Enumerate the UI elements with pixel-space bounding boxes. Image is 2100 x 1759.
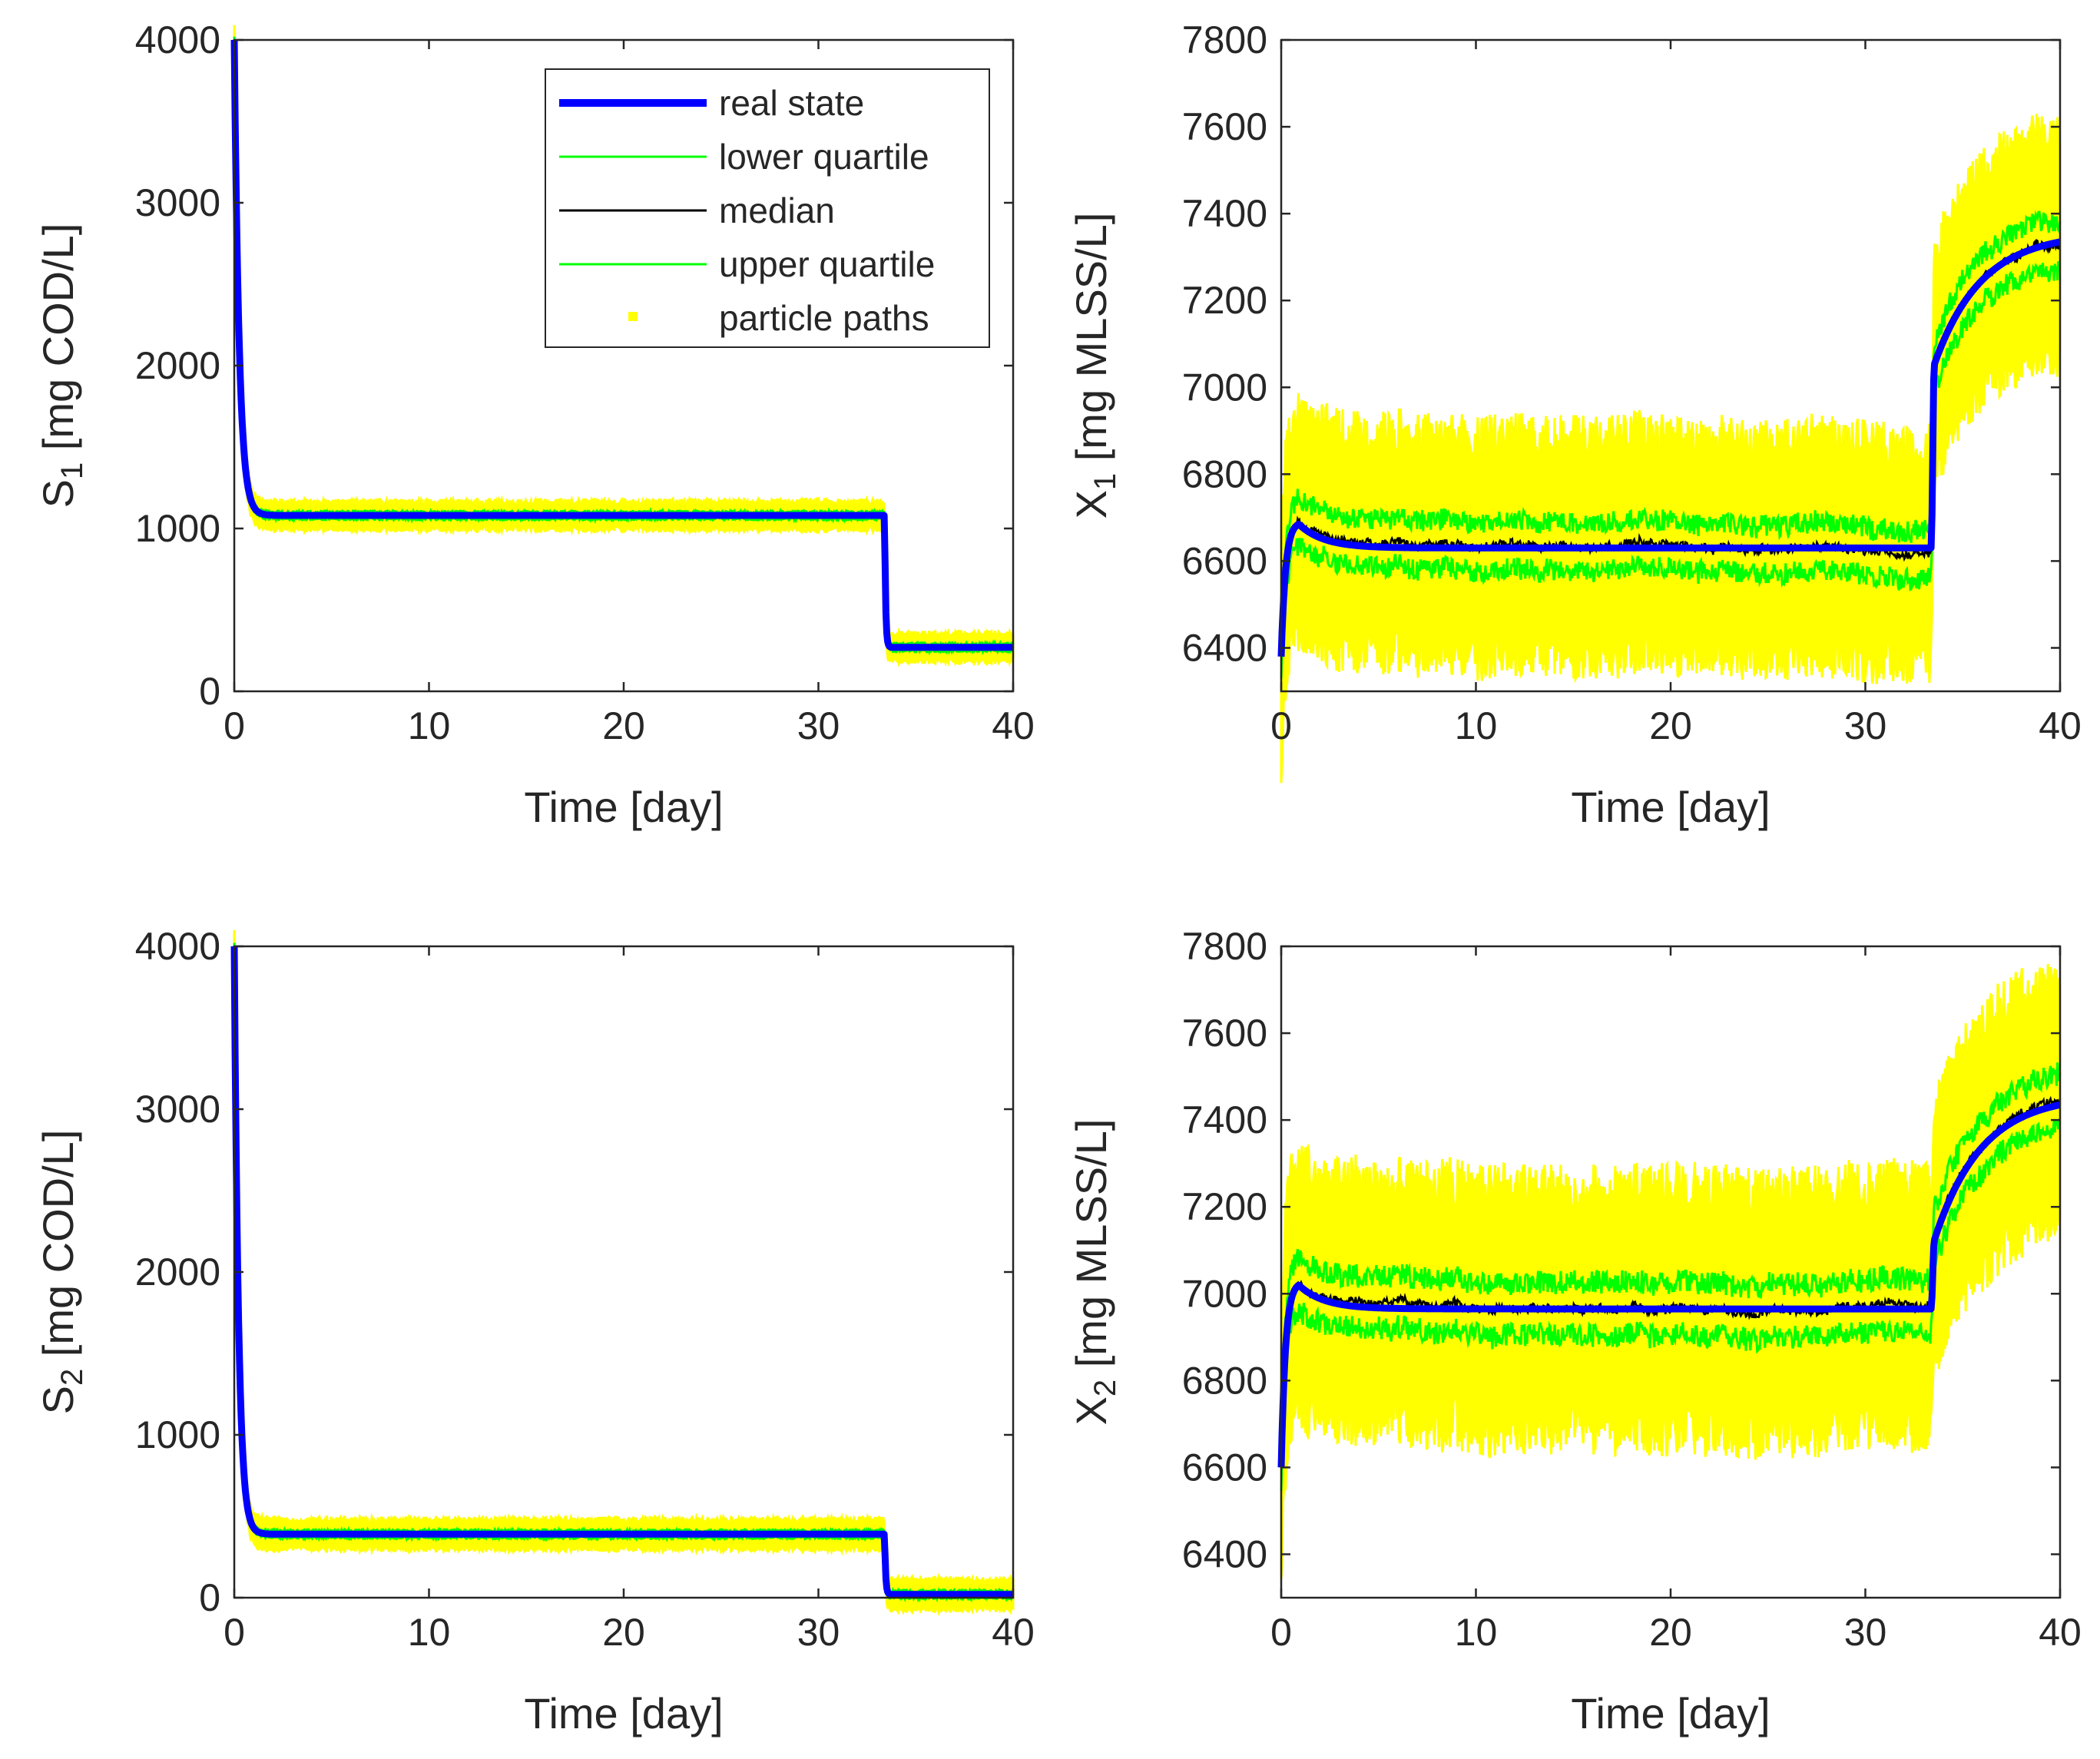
legend-label-upper-quartile: upper quartile [719, 244, 935, 284]
ticks-x2: 0 10 20 30 40 6400 6600 6800 7000 7200 7400 7600 780… [1182, 925, 2082, 1654]
x-tick-label-s2-0: 0 [224, 1611, 245, 1654]
y-tick-label-s1-3000: 3000 [135, 181, 220, 224]
lower-quartile-line-x2 [1280, 1118, 2062, 1492]
x-tick-label-x1-30: 30 [1844, 704, 1887, 747]
x-tick-label-s1-10: 10 [408, 704, 451, 747]
y-axis-label-x1: X1 [mg MLSS/L] [1067, 213, 1122, 519]
legend-label-particle-paths: particle paths [719, 298, 929, 338]
x-tick-label-s2-10: 10 [408, 1611, 451, 1654]
real-state-line-x1 [1277, 238, 2063, 657]
real-state-line-x2 [1277, 1101, 2063, 1468]
x-axis-label-x1: Time [day] [1571, 783, 1770, 831]
legend: real state lower quartile median upper q… [545, 68, 990, 348]
x-tick-label-x2-20: 20 [1649, 1611, 1692, 1654]
y-tick-label-x1-7000: 7000 [1182, 366, 1267, 409]
x-tick-label-s1-0: 0 [224, 704, 245, 747]
y-tick-label-x1-6600: 6600 [1182, 539, 1267, 582]
y-axis-label-s1: S1 [mg COD/L] [34, 224, 89, 508]
y-tick-label-s2-2000: 2000 [135, 1251, 220, 1294]
y-tick-label-x1-7400: 7400 [1182, 192, 1267, 235]
y-tick-label-x2-6400: 6400 [1182, 1532, 1267, 1575]
y-tick-label-x1-7800: 7800 [1182, 18, 1267, 61]
x-tick-label-x2-0: 0 [1270, 1611, 1292, 1654]
subplot-s1: 0 10 20 30 40 0 1000 2000 3000 4000 S1 [mg COD/L]… [34, 18, 1035, 831]
real-state-line-s2 [230, 946, 1016, 1598]
data-layer-x2 [1277, 964, 2063, 1579]
x-tick-label-x1-20: 20 [1649, 704, 1692, 747]
y-axis-label-x2: X2 [mg MLSS/L] [1067, 1119, 1122, 1426]
y-tick-label-s2-0: 0 [199, 1576, 220, 1619]
subplot-x1: 0 10 20 30 40 6400 6600 6800 7000 7200 7400 7600 780… [1067, 18, 2082, 831]
x-axis-label-x2: Time [day] [1571, 1689, 1770, 1737]
y-tick-label-x2-7800: 7800 [1182, 925, 1267, 968]
x-tick-label-s1-20: 20 [602, 704, 645, 747]
x-tick-label-x2-10: 10 [1455, 1611, 1498, 1654]
legend-label-real-state: real state [719, 83, 864, 123]
y-tick-label-s1-0: 0 [199, 670, 220, 713]
x-tick-label-x1-0: 0 [1270, 704, 1292, 747]
legend-label-median: median [719, 190, 835, 230]
y-tick-label-x2-6600: 6600 [1182, 1446, 1267, 1489]
y-tick-label-s1-4000: 4000 [135, 18, 220, 61]
y-tick-label-x1-6800: 6800 [1182, 452, 1267, 495]
real-state-line-s1 [230, 39, 1016, 651]
x-tick-label-s1-30: 30 [797, 704, 840, 747]
y-tick-label-s1-2000: 2000 [135, 344, 220, 387]
y-tick-label-x1-7600: 7600 [1182, 105, 1267, 148]
y-tick-label-x2-6800: 6800 [1182, 1359, 1267, 1402]
y-tick-label-x2-7400: 7400 [1182, 1098, 1267, 1141]
data-layer-x1 [1277, 113, 2063, 783]
x-axis-label-s2: Time [day] [524, 1689, 723, 1737]
legend-box [545, 68, 990, 348]
y-tick-label-s2-3000: 3000 [135, 1088, 220, 1131]
x-tick-label-s1-40: 40 [992, 704, 1035, 747]
x-tick-label-s2-40: 40 [992, 1611, 1035, 1654]
x-tick-label-s2-30: 30 [797, 1611, 840, 1654]
x-tick-label-x2-40: 40 [2039, 1611, 2082, 1654]
y-tick-label-x1-7200: 7200 [1182, 279, 1267, 322]
y-tick-label-s2-1000: 1000 [135, 1413, 220, 1456]
y-tick-label-x2-7000: 7000 [1182, 1272, 1267, 1315]
x-tick-label-x2-30: 30 [1844, 1611, 1887, 1654]
x-tick-label-s2-20: 20 [602, 1611, 645, 1654]
x-axis-label-s1: Time [day] [524, 783, 723, 831]
data-layer-s2 [230, 929, 1016, 1617]
subplot-s2: 0 10 20 30 40 0 1000 2000 3000 4000 S2 [mg COD/L]… [34, 925, 1035, 1737]
ticks-s1: 0 10 20 30 40 0 1000 2000 3000 4000 [135, 18, 1035, 747]
y-axis-label-s2: S2 [mg COD/L] [34, 1130, 89, 1415]
y-tick-label-x2-7600: 7600 [1182, 1012, 1267, 1055]
lower-quartile-line-x1 [1280, 260, 2062, 679]
y-tick-label-s2-4000: 4000 [135, 925, 220, 968]
legend-label-lower-quartile: lower quartile [719, 137, 929, 177]
y-tick-label-x2-7200: 7200 [1182, 1185, 1267, 1228]
ticks-s2: 0 10 20 30 40 0 1000 2000 3000 4000 [135, 925, 1035, 1654]
subplot-x2: 0 10 20 30 40 6400 6600 6800 7000 7200 7400 7600 780… [1067, 925, 2082, 1737]
particle-paths-band-s2 [233, 929, 1015, 1617]
legend-swatch-particle-paths [628, 312, 638, 321]
x-tick-label-x1-10: 10 [1455, 704, 1498, 747]
y-tick-label-s1-1000: 1000 [135, 507, 220, 550]
ticks-x1: 0 10 20 30 40 6400 6600 6800 7000 7200 7400 7600 780… [1182, 18, 2082, 747]
x-tick-label-x1-40: 40 [2039, 704, 2082, 747]
y-tick-label-x1-6400: 6400 [1182, 626, 1267, 669]
